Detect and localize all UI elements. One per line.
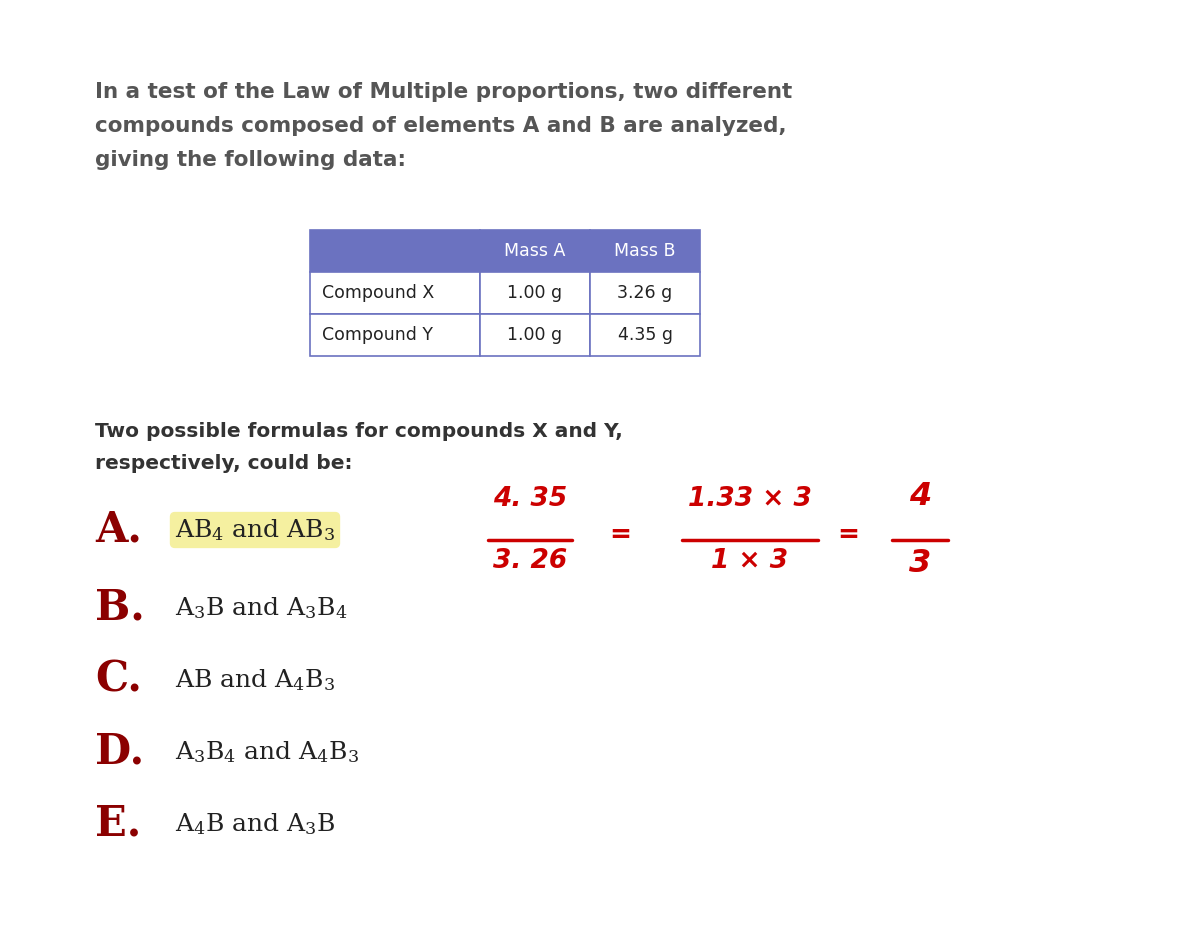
Text: 1.00 g: 1.00 g (508, 284, 563, 302)
Text: C.: C. (95, 659, 142, 701)
Text: giving the following data:: giving the following data: (95, 150, 406, 170)
Bar (480, 230, 590, 272)
Text: E.: E. (95, 803, 142, 845)
Text: compounds composed of elements A and B are analyzed,: compounds composed of elements A and B a… (95, 116, 787, 136)
Text: D.: D. (95, 731, 144, 773)
Text: Mass B: Mass B (614, 242, 676, 260)
Bar (480, 272, 590, 314)
Text: =: = (838, 522, 859, 548)
Bar (310, 230, 480, 272)
Text: 1 × 3: 1 × 3 (712, 548, 788, 574)
Text: respectively, could be:: respectively, could be: (95, 454, 353, 473)
Text: 3.26 g: 3.26 g (617, 284, 673, 302)
Bar (590, 230, 700, 272)
Text: 4.35 g: 4.35 g (618, 326, 672, 344)
Bar (310, 314, 480, 356)
Text: B.: B. (95, 587, 145, 629)
Text: 4. 35: 4. 35 (493, 486, 568, 512)
Text: Compound Y: Compound Y (322, 326, 433, 344)
Text: Mass A: Mass A (504, 242, 565, 260)
Text: =: = (610, 522, 631, 548)
Text: $\mathregular{AB_4}$ and $\mathregular{AB_3}$: $\mathregular{AB_4}$ and $\mathregular{A… (175, 517, 335, 543)
Text: In a test of the Law of Multiple proportions, two different: In a test of the Law of Multiple proport… (95, 82, 792, 102)
Text: $\mathregular{A_3B_4}$ and $\mathregular{A_4B_3}$: $\mathregular{A_3B_4}$ and $\mathregular… (175, 739, 359, 765)
Text: Compound X: Compound X (322, 284, 434, 302)
Bar (590, 272, 700, 314)
Text: Two possible formulas for compounds X and Y,: Two possible formulas for compounds X an… (95, 422, 623, 441)
Bar (480, 314, 590, 356)
Text: 1.33 × 3: 1.33 × 3 (688, 486, 812, 512)
Text: 1.00 g: 1.00 g (508, 326, 563, 344)
Bar (590, 314, 700, 356)
Text: A.: A. (95, 509, 142, 551)
Bar (310, 272, 480, 314)
Text: 3: 3 (908, 548, 931, 579)
Text: $\mathregular{A_4}$B and $\mathregular{A_3}$B: $\mathregular{A_4}$B and $\mathregular{A… (175, 811, 336, 837)
Text: 4: 4 (908, 481, 931, 512)
Text: AB and $\mathregular{A_4B_3}$: AB and $\mathregular{A_4B_3}$ (175, 667, 335, 693)
Text: $\mathregular{A_3}$B and $\mathregular{A_3B_4}$: $\mathregular{A_3}$B and $\mathregular{A… (175, 595, 348, 621)
Text: 3. 26: 3. 26 (493, 548, 568, 574)
